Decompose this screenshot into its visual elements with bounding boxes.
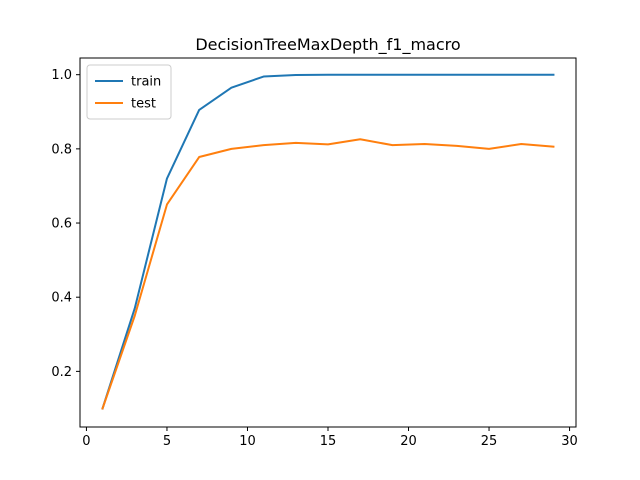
legend-label-train: train xyxy=(131,75,161,90)
y-tick-label: 0.8 xyxy=(51,142,72,157)
y-tick-label: 1.0 xyxy=(51,68,72,83)
series-line-test xyxy=(101,138,555,410)
x-tick-label: 5 xyxy=(163,434,171,449)
x-tick-label: 15 xyxy=(320,434,337,449)
y-tick-label: 0.2 xyxy=(51,365,72,380)
chart-title: DecisionTreeMaxDepth_f1_macro xyxy=(195,35,460,55)
legend-label-test: test xyxy=(131,97,156,112)
series-layer xyxy=(101,73,555,410)
x-tick-label: 20 xyxy=(400,434,417,449)
axes-layer: 0 5 10 15 20 25 30 0.2 0.4 0.6 0.8 1.0 xyxy=(51,57,578,449)
x-tick-label: 0 xyxy=(82,434,90,449)
x-tick-label: 30 xyxy=(561,434,578,449)
x-tick-label: 25 xyxy=(481,434,498,449)
y-tick-label: 0.6 xyxy=(51,217,72,232)
y-tick-label: 0.4 xyxy=(51,291,72,306)
series-line-train xyxy=(101,73,555,410)
legend-box xyxy=(86,64,172,120)
x-tick-label: 10 xyxy=(239,434,256,449)
legend: train test xyxy=(86,64,172,120)
